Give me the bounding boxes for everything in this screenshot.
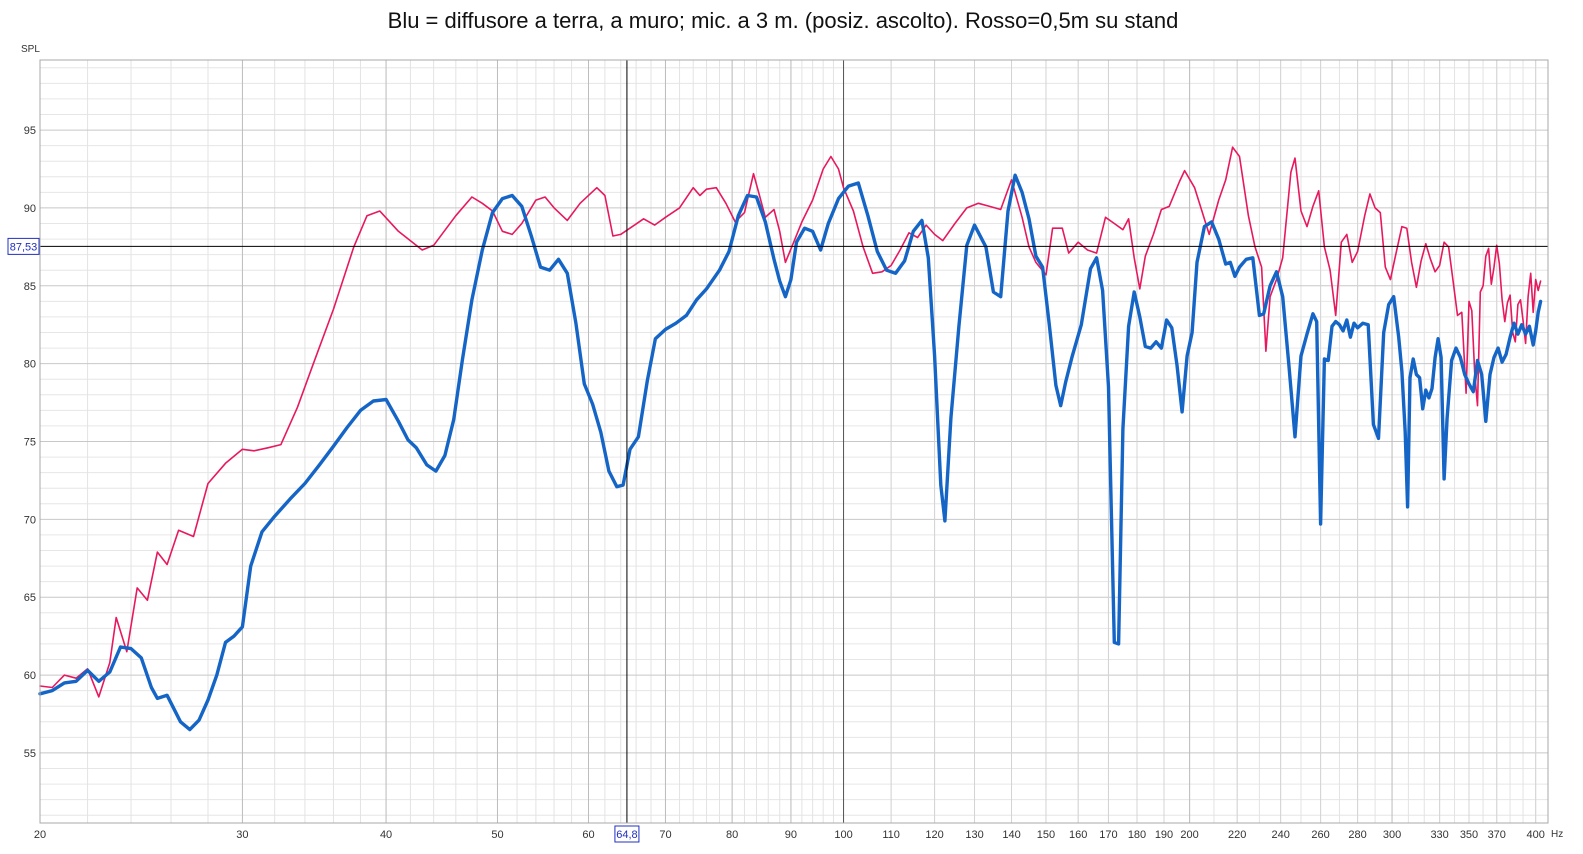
- x-tick-label: 350: [1460, 829, 1478, 841]
- cursor-layer: [40, 60, 1548, 823]
- x-tick-label: 40: [380, 829, 392, 841]
- x-tick-label: 120: [925, 829, 943, 841]
- x-tick-label: 60: [582, 829, 594, 841]
- y-tick-label: 85: [24, 281, 36, 293]
- x-tick-label: 30: [236, 829, 248, 841]
- x-axis-unit: Hz: [1551, 829, 1563, 840]
- y-tick-label: 90: [24, 203, 36, 215]
- plot-frame: [39, 59, 1549, 824]
- y-tick-label: 65: [24, 592, 36, 604]
- series-line-blue: [38, 173, 1543, 732]
- x-tick-label: 370: [1488, 829, 1506, 841]
- y-tick-label: 55: [24, 748, 36, 760]
- x-tick-label: 220: [1228, 829, 1246, 841]
- cursor-y-readout: 87,53: [10, 241, 38, 253]
- series-line-red: [39, 146, 1542, 698]
- cursor-y-readout-box: [7, 237, 40, 255]
- y-tick-label: 80: [24, 359, 36, 371]
- x-tick-label: 20: [34, 829, 46, 841]
- y-tick-label: 60: [24, 670, 36, 682]
- cursor-x-readout: 64,8: [616, 829, 637, 841]
- x-tick-label: 80: [726, 829, 738, 841]
- x-tick-label: 140: [1002, 829, 1020, 841]
- x-tick-label: 180: [1128, 829, 1146, 841]
- x-tick-label: 190: [1155, 829, 1173, 841]
- x-tick-label: 330: [1430, 829, 1448, 841]
- x-tick-label: 110: [882, 829, 900, 841]
- chart-title: Blu = diffusore a terra, a muro; mic. a …: [387, 8, 1179, 33]
- x-tick-label: 130: [965, 829, 983, 841]
- x-tick-label: 400: [1526, 829, 1544, 841]
- x-tick-label: 160: [1069, 829, 1087, 841]
- x-tick-label: 100: [834, 829, 852, 841]
- x-tick-label: 70: [659, 829, 671, 841]
- x-tick-label: 200: [1180, 829, 1198, 841]
- y-axis-label: SPL: [21, 44, 40, 55]
- y-tick-label: 95: [24, 125, 36, 137]
- y-tick-label: 75: [24, 437, 36, 449]
- cursor-x-readout-box: [614, 825, 640, 843]
- x-tick-label: 280: [1348, 829, 1366, 841]
- x-tick-label: 150: [1037, 829, 1055, 841]
- x-tick-label: 300: [1383, 829, 1401, 841]
- x-tick-label: 90: [785, 829, 797, 841]
- tick-labels: 55 60 65 70 75 80 85 90 95 20 30 40 50 60 70 80 90 100 110…: [7, 125, 1545, 843]
- x-tick-label: 240: [1271, 829, 1289, 841]
- series-layer: [38, 146, 1543, 732]
- x-tick-label: 170: [1099, 829, 1117, 841]
- major-grid: [39, 60, 1548, 823]
- y-tick-label: 70: [24, 514, 36, 526]
- x-tick-label: 50: [491, 829, 503, 841]
- x-tick-label: 260: [1311, 829, 1329, 841]
